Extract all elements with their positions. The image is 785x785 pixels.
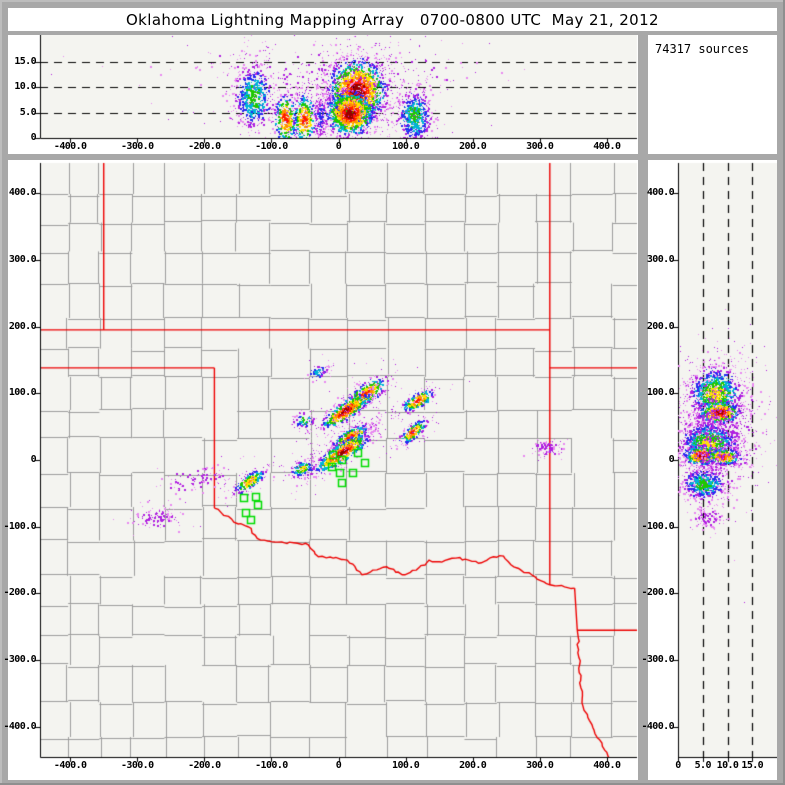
plan-view-map-canvas[interactable] <box>8 160 638 780</box>
tick-label: 200.0 <box>646 320 675 332</box>
tick-label: -400.0 <box>3 720 36 732</box>
tick-label: 0 <box>335 141 342 152</box>
tick-label: 400.0 <box>8 187 37 199</box>
source-count-panel: 74317 sources <box>648 35 777 154</box>
tick-label: -400.0 <box>53 141 87 152</box>
tick-label: 0 <box>668 454 675 465</box>
tick-label: 400.0 <box>593 141 621 152</box>
source-count-label: 74317 sources <box>655 42 749 56</box>
tick-label: -300.0 <box>641 654 674 666</box>
tick-label: 100.0 <box>392 141 420 152</box>
tick-label: -200.0 <box>188 141 221 152</box>
window-title: Oklahoma Lightning Mapping Array 0700-08… <box>125 10 660 29</box>
tick-label: -300.0 <box>3 654 36 666</box>
tick-label: 300.0 <box>8 253 37 265</box>
tick-label: -100.0 <box>3 520 36 532</box>
ns-altitude-plot-canvas[interactable] <box>648 160 777 780</box>
plan-view-panel: -400.0 -300.0 -200.0 -100.0 0 100.0 200.0 300.0… <box>3 160 638 780</box>
tick-label: -100.0 <box>641 520 674 532</box>
ns-altitude-panel: 0 5.0 10.0 15.0 400.0 300.0 200.0 100.0 0 -100.0 -… <box>641 160 777 780</box>
tick-label: -300.0 <box>120 760 154 771</box>
tick-label: 15.0 <box>14 55 36 67</box>
tick-label: -200.0 <box>188 760 221 771</box>
tick-label: 200.0 <box>8 320 37 332</box>
tick-label: 10.0 <box>14 81 36 93</box>
tick-label: -100.0 <box>255 141 288 152</box>
tick-label: 10.0 <box>716 760 739 771</box>
tick-label: -200.0 <box>3 587 36 599</box>
tick-label: 200.0 <box>459 141 487 152</box>
tick-label: -400.0 <box>641 720 674 732</box>
tick-label: 300.0 <box>526 141 554 152</box>
tick-label: -200.0 <box>641 587 674 599</box>
tick-label: 0 <box>675 760 681 771</box>
tick-label: 300.0 <box>526 760 554 771</box>
tick-label: -300.0 <box>120 141 154 152</box>
tick-label: 100.0 <box>8 387 37 399</box>
tick-label: 0 <box>30 132 37 143</box>
tick-label: 5.0 <box>19 106 37 118</box>
ew-altitude-panel: -400.0 -300.0 -200.0 -100.0 0 100.0 200.0 300.0… <box>8 35 638 154</box>
tick-label: 15.0 <box>741 760 764 771</box>
tick-label: 0 <box>30 454 37 465</box>
tick-label: 0 <box>335 760 342 771</box>
title-bar: Oklahoma Lightning Mapping Array 0700-08… <box>8 8 777 31</box>
tick-label: -100.0 <box>255 760 288 771</box>
tick-label: -400.0 <box>53 760 87 771</box>
ew-altitude-plot-canvas[interactable] <box>8 35 638 154</box>
tick-label: 5.0 <box>694 760 712 771</box>
tick-label: 400.0 <box>593 760 621 771</box>
tick-label: 400.0 <box>646 187 675 199</box>
tick-label: 100.0 <box>646 387 675 399</box>
tick-label: 300.0 <box>646 253 675 265</box>
tick-label: 100.0 <box>392 760 420 771</box>
tick-label: 200.0 <box>459 760 487 771</box>
